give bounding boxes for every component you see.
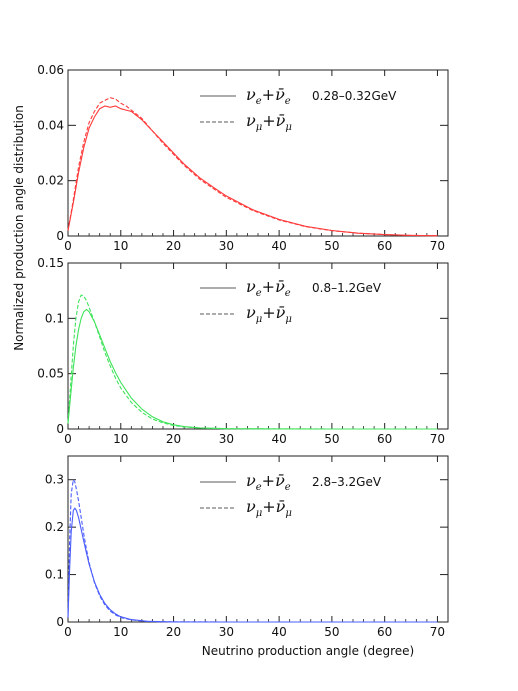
x-tick-label: 30 <box>219 432 234 446</box>
legend-numu-label: νμ+ν̄μ <box>246 111 292 133</box>
y-axis-title: Normalized production angle distribution <box>12 105 26 351</box>
y-tick-label: 0 <box>56 229 64 243</box>
legend-nue-label: νe+ν̄e <box>246 85 291 107</box>
x-tick-label: 60 <box>377 625 392 639</box>
x-tick-label: 30 <box>219 625 234 639</box>
x-tick-label: 70 <box>430 239 445 253</box>
x-tick-label: 50 <box>324 239 339 253</box>
x-tick-label: 70 <box>430 432 445 446</box>
y-tick-label: 0 <box>56 615 64 629</box>
x-tick-label: 20 <box>166 239 181 253</box>
legend-numu-label: νμ+ν̄μ <box>246 497 292 519</box>
nue-series-line <box>67 308 438 430</box>
legend-energy-range: 0.28–0.32GeV <box>312 89 397 103</box>
numu-series-line <box>67 478 438 623</box>
plot-frame <box>67 455 449 623</box>
y-tick-label: 0 <box>56 422 64 436</box>
x-tick-label: 0 <box>64 432 72 446</box>
numu-series-line <box>67 97 438 237</box>
legend-energy-range: 0.8–1.2GeV <box>312 281 382 295</box>
legend-energy-range: 2.8–3.2GeV <box>312 475 382 489</box>
y-tick-label: 0.3 <box>45 473 64 487</box>
x-tick-label: 20 <box>166 625 181 639</box>
x-tick-label: 0 <box>64 625 72 639</box>
numu-series-line <box>67 294 438 430</box>
x-tick-label: 40 <box>271 239 286 253</box>
panel-1: 0 10 20 30 40 50 60 70 0 0.02 0.04 0.06 νe+ν̄e νμ+ν̄μ… <box>37 63 449 253</box>
panel-3: 0 10 20 30 40 50 60 70 0 0.1 0.2 0.3 νe+ν̄e νμ+ν̄μ 2.8… <box>45 455 449 639</box>
x-tick-label: 10 <box>113 432 128 446</box>
y-tick-label: 0.1 <box>45 568 64 582</box>
x-axis-title: Neutrino production angle (degree) <box>202 644 414 658</box>
y-tick-label: 0.04 <box>37 118 64 132</box>
x-tick-label: 70 <box>430 625 445 639</box>
x-tick-label: 10 <box>113 625 128 639</box>
panels: 0 10 20 30 40 50 60 70 0 0.02 0.04 0.06 νe+ν̄e νμ+ν̄μ… <box>37 63 449 639</box>
y-tick-label: 0.06 <box>37 63 64 77</box>
x-tick-label: 40 <box>271 432 286 446</box>
y-tick-label: 0.02 <box>37 174 64 188</box>
x-tick-label: 60 <box>377 432 392 446</box>
x-tick-label: 0 <box>64 239 72 253</box>
y-tick-label: 0.2 <box>45 520 64 534</box>
x-tick-label: 40 <box>271 625 286 639</box>
x-tick-label: 30 <box>219 239 234 253</box>
nue-series-line <box>67 507 438 623</box>
legend-nue-label: νe+ν̄e <box>246 471 291 493</box>
y-tick-label: 0.1 <box>45 311 64 325</box>
x-tick-label: 10 <box>113 239 128 253</box>
y-tick-label: 0.15 <box>37 256 64 270</box>
panel-2: 0 10 20 30 40 50 60 70 0 0.05 0.1 0.15 νe+ν̄e νμ+ν̄μ 0… <box>37 256 449 446</box>
x-tick-label: 50 <box>324 432 339 446</box>
x-tick-label: 50 <box>324 625 339 639</box>
x-tick-label: 60 <box>377 239 392 253</box>
legend-numu-label: νμ+ν̄μ <box>246 303 292 325</box>
legend-nue-label: νe+ν̄e <box>246 277 291 299</box>
x-tick-label: 20 <box>166 432 181 446</box>
y-tick-label: 0.05 <box>37 367 64 381</box>
